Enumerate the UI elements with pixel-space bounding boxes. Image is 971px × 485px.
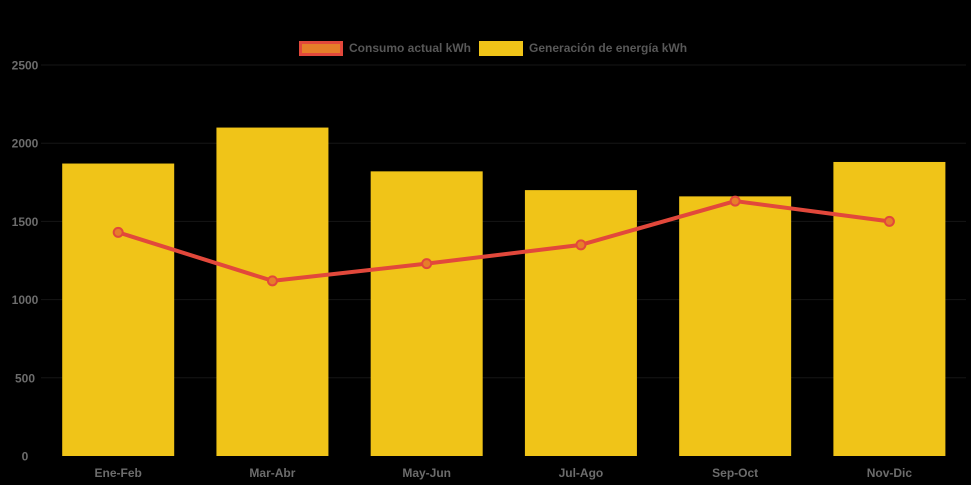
point-mar-abr[interactable]	[266, 275, 278, 287]
legend-label-consumo: Consumo actual kWh	[349, 40, 472, 55]
line-consumo-actual	[116, 199, 892, 283]
point-ene-feb[interactable]	[112, 226, 124, 238]
y-tick-label-2500: 2500	[12, 59, 39, 73]
point-jul-ago[interactable]	[575, 239, 587, 251]
legend-label-generacion: Generación de energía kWh	[529, 40, 688, 55]
point-nov-dic[interactable]	[883, 215, 895, 227]
legend-item-generacion-energia[interactable]: Generación de energía kWh	[479, 40, 688, 56]
bar-jul-ago[interactable]	[524, 190, 637, 456]
x-tick-label-mar-abr: Mar-Abr	[249, 466, 295, 480]
x-tick-label-jul-ago: Jul-Ago	[559, 466, 604, 480]
x-tick-label-nov-dic: Nov-Dic	[867, 466, 913, 480]
bar-may-jun[interactable]	[370, 171, 483, 457]
y-tick-label-2000: 2000	[12, 137, 39, 151]
legend-item-consumo-actual[interactable]: Consumo actual kWh	[299, 40, 472, 56]
legend-swatch-generacion-icon	[479, 40, 524, 56]
bar-sep-oct[interactable]	[679, 196, 792, 456]
y-tick-label-1000: 1000	[12, 293, 39, 307]
x-tick-label-sep-oct: Sep-Oct	[712, 466, 758, 480]
x-tick-label-may-jun: May-Jun	[402, 466, 451, 480]
bar-ene-feb[interactable]	[62, 163, 175, 457]
bar-nov-dic[interactable]	[833, 161, 946, 456]
y-tick-label-0: 0	[22, 450, 29, 464]
y-tick-label-1500: 1500	[12, 215, 39, 229]
legend-swatch-consumo-icon	[299, 40, 343, 56]
bar-mar-abr[interactable]	[216, 127, 329, 456]
point-may-jun[interactable]	[421, 258, 433, 270]
chart-legend: Consumo actual kWh Generación de energía…	[299, 40, 687, 56]
x-tick-label-ene-feb: Ene-Feb	[95, 466, 142, 480]
point-sep-oct[interactable]	[729, 195, 741, 207]
y-tick-label-500: 500	[15, 371, 35, 385]
